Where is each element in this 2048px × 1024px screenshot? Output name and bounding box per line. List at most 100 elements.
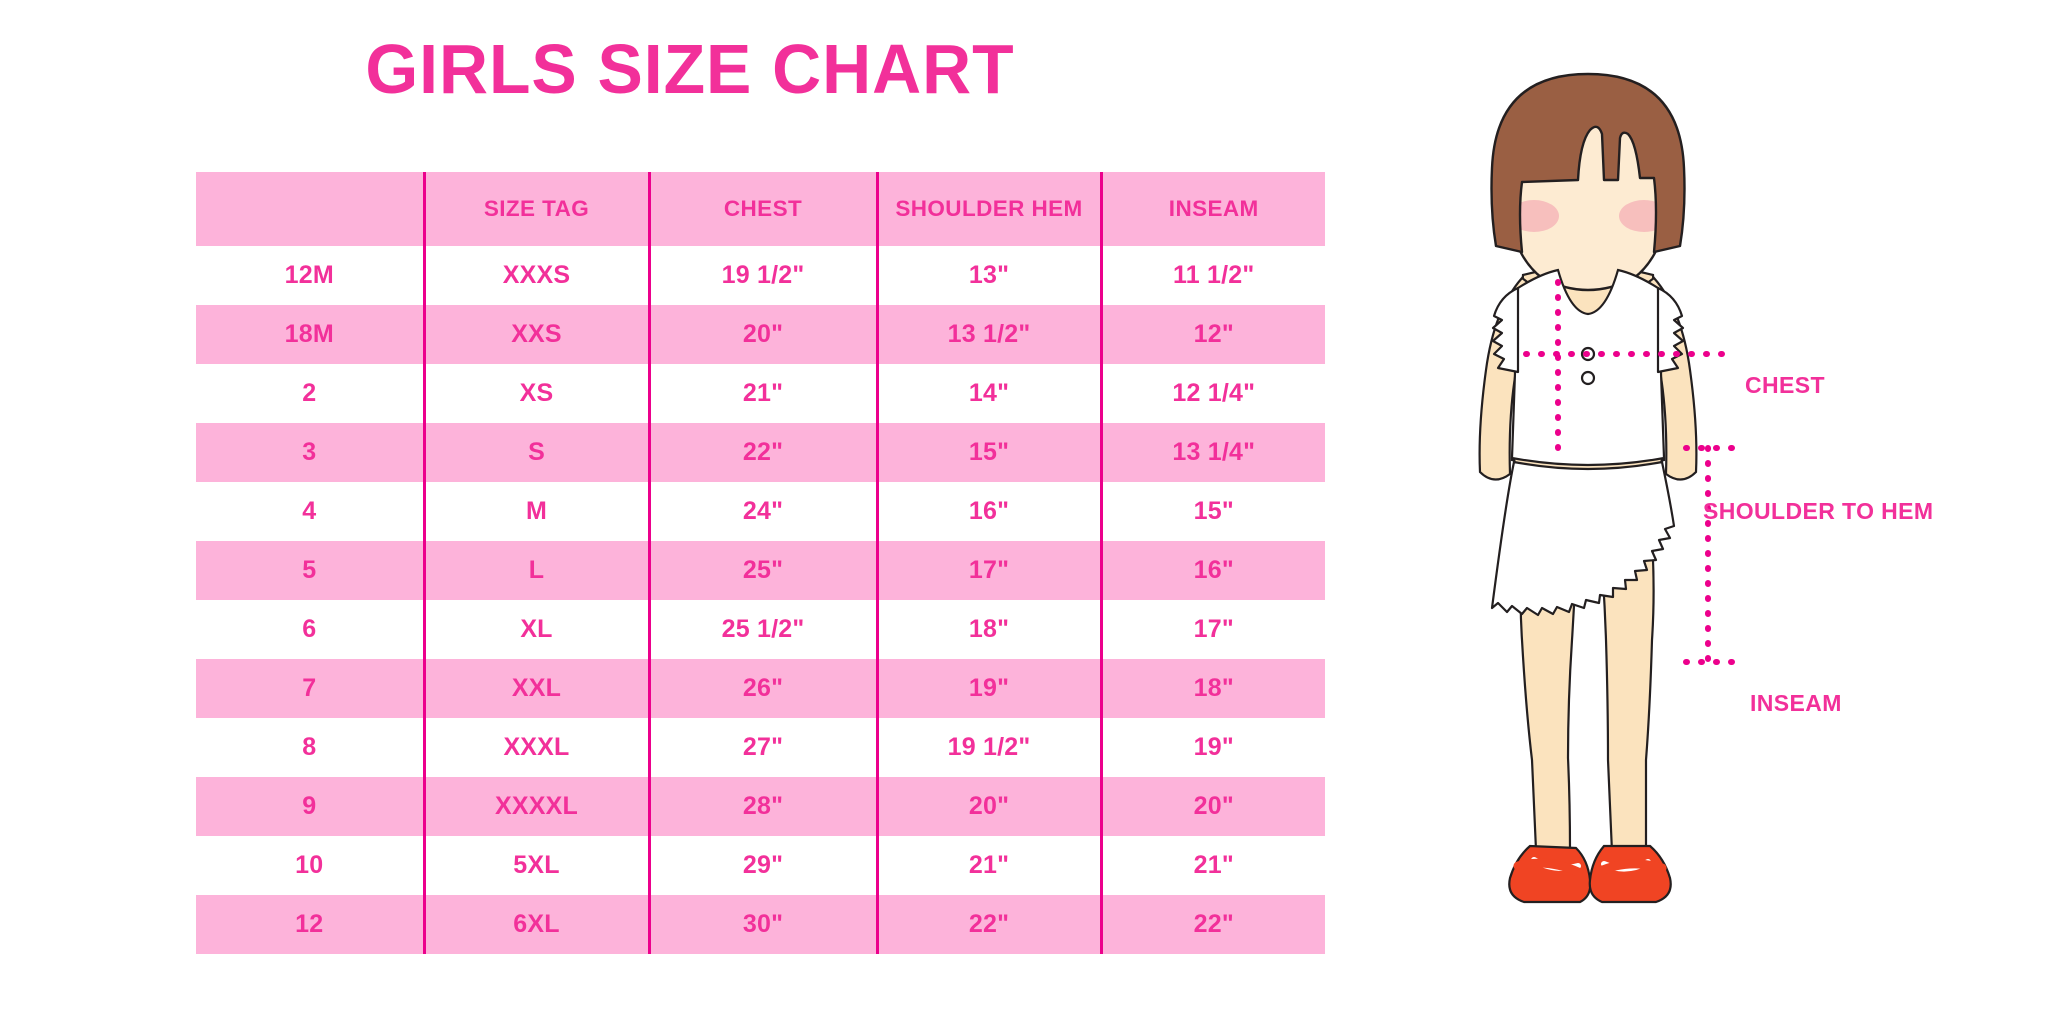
cell-shoulder-hem: 22" xyxy=(877,895,1103,954)
cell-shoulder-hem: 21" xyxy=(877,836,1103,895)
cell-size: 7 xyxy=(196,659,426,718)
table-row: 2 XS 21" 14" 12 1/4" xyxy=(196,364,1325,423)
ruffle-sleeve-left xyxy=(1491,286,1520,374)
cell-shoulder-hem: 14" xyxy=(877,364,1103,423)
shoe-strap-right xyxy=(1593,859,1667,877)
cell-chest: 27" xyxy=(649,718,879,777)
table-row: 12 6XL 30" 22" 22" xyxy=(196,895,1325,954)
cell-chest: 30" xyxy=(649,895,879,954)
cell-size-tag: M xyxy=(424,482,651,541)
cell-inseam: 22" xyxy=(1193,910,1234,938)
table-row: 4 M 24" 16" 15" xyxy=(196,482,1325,541)
cell-inseam: 12" xyxy=(1193,320,1234,348)
cell-inseam: 12 1/4" xyxy=(1172,379,1256,407)
cell-chest: 29" xyxy=(649,836,879,895)
measurement-label-inseam: INSEAM xyxy=(1750,690,1842,716)
blush-left-cheek xyxy=(1509,200,1559,232)
cell-shoulder-hem: 16" xyxy=(877,482,1103,541)
skirt-body xyxy=(1490,460,1676,617)
cell-chest: 24" xyxy=(649,482,879,541)
cell-size-tag: 5XL xyxy=(424,836,651,895)
cell-size: 10 xyxy=(196,836,426,895)
cell-inseam: 11 1/2" xyxy=(1173,261,1255,289)
cell-shoulder-hem: 13" xyxy=(877,246,1103,305)
cell-size-tag: XXXL xyxy=(424,718,651,777)
shoes-group xyxy=(1508,844,1672,904)
table-header-row: SIZE TAG CHEST SHOULDER HEM INSEAM xyxy=(196,172,1325,246)
column-header-shoulder-hem: SHOULDER HEM xyxy=(877,172,1103,246)
top-body xyxy=(1510,268,1666,467)
cell-size-tag: XXXXL xyxy=(424,777,651,836)
cell-shoulder-hem: 13 1/2" xyxy=(877,305,1103,364)
cell-inseam: 18" xyxy=(1193,674,1234,702)
cell-size: 9 xyxy=(196,777,426,836)
table-row: 8 XXXL 27" 19 1/2" 19" xyxy=(196,718,1325,777)
cell-chest: 19 1/2" xyxy=(649,246,879,305)
cell-chest: 22" xyxy=(649,423,879,482)
table-header: SIZE TAG CHEST SHOULDER HEM INSEAM xyxy=(196,172,1325,246)
cell-inseam: 17" xyxy=(1193,615,1234,643)
measurement-label-chest: CHEST xyxy=(1745,372,1825,398)
cell-chest: 20" xyxy=(649,305,879,364)
cell-inseam: 19" xyxy=(1193,733,1234,761)
cell-shoulder-hem: 17" xyxy=(877,541,1103,600)
table-row: 9 XXXXL 28" 20" 20" xyxy=(196,777,1325,836)
cell-shoulder-hem: 15" xyxy=(877,423,1103,482)
cell-size-tag: XXL xyxy=(424,659,651,718)
cell-shoulder-hem: 20" xyxy=(877,777,1103,836)
page-title: GIRLS SIZE CHART xyxy=(365,30,1015,108)
cell-size: 18M xyxy=(196,305,426,364)
garment-top xyxy=(1491,268,1685,467)
table-row: 5 L 25" 17" 16" xyxy=(196,541,1325,600)
cell-inseam: 15" xyxy=(1193,497,1234,525)
cell-chest: 21" xyxy=(649,364,879,423)
hair xyxy=(1490,72,1686,254)
cell-inseam: 13 1/4" xyxy=(1172,438,1256,466)
garment-skirt xyxy=(1490,460,1676,617)
table-row: 6 XL 25 1/2" 18" 17" xyxy=(196,600,1325,659)
column-header-size-tag: SIZE TAG xyxy=(424,172,651,246)
cell-size-tag: XXXS xyxy=(424,246,651,305)
measurement-guides xyxy=(1523,279,1739,665)
table-row: 12M XXXS 19 1/2" 13" 11 1/2" xyxy=(196,246,1325,305)
cell-size: 4 xyxy=(196,482,426,541)
cell-size-tag: S xyxy=(424,423,651,482)
cell-inseam: 16" xyxy=(1193,556,1234,584)
shoe-strap-left xyxy=(1513,858,1583,877)
cell-inseam: 20" xyxy=(1193,792,1234,820)
cell-chest: 25" xyxy=(649,541,879,600)
head-group xyxy=(1490,72,1686,292)
column-header-inseam: INSEAM xyxy=(1168,196,1259,221)
measurement-label-shoulder-to-hem: SHOULDER TO HEM xyxy=(1703,498,1934,524)
cell-shoulder-hem: 19" xyxy=(877,659,1103,718)
column-header-chest: CHEST xyxy=(649,172,879,246)
cell-size-tag: XL xyxy=(424,600,651,659)
cell-chest: 28" xyxy=(649,777,879,836)
right-shoe xyxy=(1588,844,1672,904)
cell-size: 8 xyxy=(196,718,426,777)
cell-chest: 25 1/2" xyxy=(649,600,879,659)
cell-size-tag: L xyxy=(424,541,651,600)
cell-size: 6 xyxy=(196,600,426,659)
table-row: 18M XXS 20" 13 1/2" 12" xyxy=(196,305,1325,364)
table-row: 7 XXL 26" 19" 18" xyxy=(196,659,1325,718)
cell-size-tag: 6XL xyxy=(424,895,651,954)
cell-shoulder-hem: 19 1/2" xyxy=(877,718,1103,777)
cell-size: 12 xyxy=(196,895,426,954)
size-chart-table: SIZE TAG CHEST SHOULDER HEM INSEAM 12M XX… xyxy=(196,172,1325,954)
table-row: 3 S 22" 15" 13 1/4" xyxy=(196,423,1325,482)
girl-illustration xyxy=(1478,72,1739,904)
column-header-size xyxy=(196,172,426,246)
cell-size: 5 xyxy=(196,541,426,600)
cell-size-tag: XS xyxy=(424,364,651,423)
table-row: 10 5XL 29" 21" 21" xyxy=(196,836,1325,895)
cell-shoulder-hem: 18" xyxy=(877,600,1103,659)
button-lower xyxy=(1580,370,1596,386)
cell-size: 12M xyxy=(196,246,426,305)
cell-chest: 26" xyxy=(649,659,879,718)
table-body: 12M XXXS 19 1/2" 13" 11 1/2" 18M XXS 20" 13 1/2"… xyxy=(196,246,1325,954)
cell-size-tag: XXS xyxy=(424,305,651,364)
cell-inseam: 21" xyxy=(1193,851,1234,879)
cell-size: 2 xyxy=(196,364,426,423)
